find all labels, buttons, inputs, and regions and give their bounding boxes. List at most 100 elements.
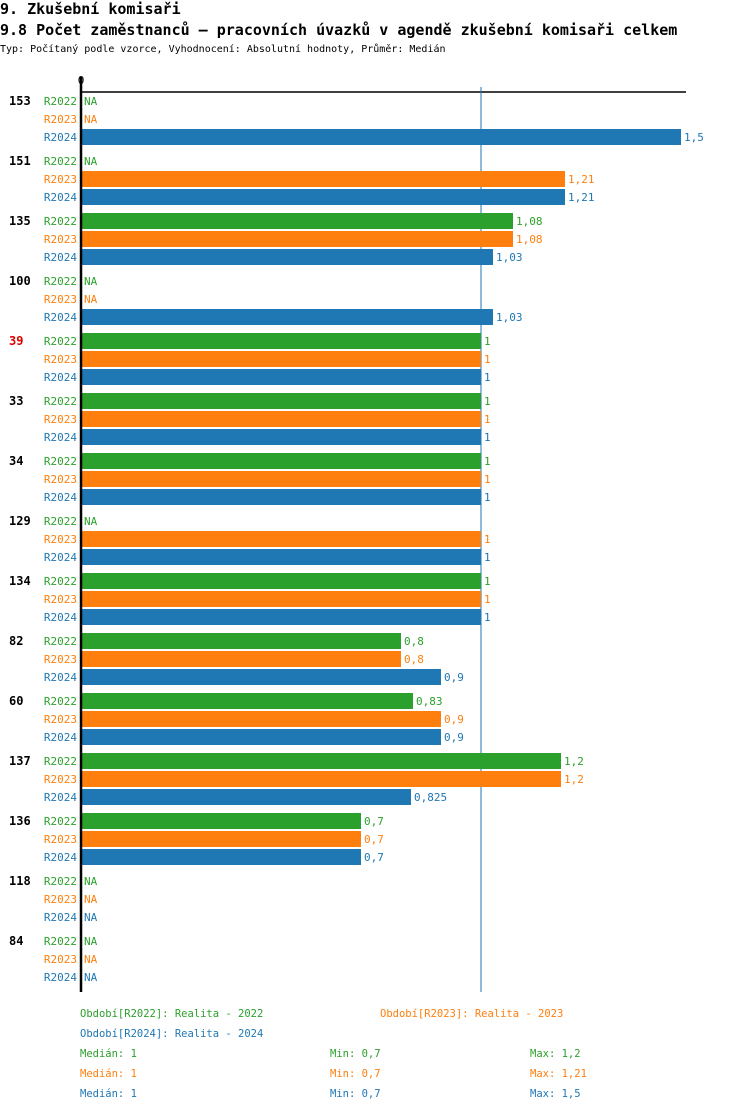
bar (82, 669, 441, 685)
bar (82, 849, 361, 865)
bar-value-label: 0,7 (364, 833, 384, 846)
bar (82, 693, 413, 709)
series-label: R2022 (44, 215, 77, 228)
bar (82, 591, 481, 607)
series-label: R2023 (44, 893, 77, 906)
series-label: R2022 (44, 815, 77, 828)
bar (82, 651, 401, 667)
legend-entry-r2023: Období[R2023]: Realita - 2023 (380, 1008, 564, 1020)
stat-max: Max: 1,5 (530, 1088, 581, 1100)
series-label: R2022 (44, 395, 77, 408)
bar-value-label: 1,2 (564, 773, 584, 786)
series-label: R2024 (44, 671, 77, 684)
series-label: R2024 (44, 311, 77, 324)
bar (82, 531, 481, 547)
series-label: R2022 (44, 695, 77, 708)
bar (82, 453, 481, 469)
bar-value-label: 1 (484, 473, 491, 486)
bar (82, 369, 481, 385)
bar (82, 471, 481, 487)
category-label: 129 (9, 514, 31, 528)
bar-value-label: 1 (484, 395, 491, 408)
series-label: R2023 (44, 233, 77, 246)
series-label: R2024 (44, 431, 77, 444)
series-label: R2023 (44, 473, 77, 486)
series-label: R2022 (44, 95, 77, 108)
bar-value-label: 1 (484, 593, 491, 606)
bar-value-label: 1,21 (568, 191, 595, 204)
bar-value-label: 1 (484, 455, 491, 468)
bar-value-label: 1,08 (516, 233, 543, 246)
bar (82, 393, 481, 409)
bar (82, 771, 561, 787)
category-label: 100 (9, 274, 31, 288)
category-label: 153 (9, 94, 31, 108)
category-label: 82 (9, 634, 23, 648)
series-label: R2024 (44, 791, 77, 804)
bar-value-label: 1,2 (564, 755, 584, 768)
bar (82, 789, 411, 805)
bar (82, 609, 481, 625)
series-label: R2024 (44, 611, 77, 624)
bar-value-label: 0,9 (444, 713, 464, 726)
series-label: R2022 (44, 335, 77, 348)
bar (82, 573, 481, 589)
bar-value-label: 1 (484, 551, 491, 564)
series-label: R2022 (44, 875, 77, 888)
series-label: R2022 (44, 155, 77, 168)
stat-median: Medián: 1 (80, 1088, 137, 1100)
series-label: R2024 (44, 251, 77, 264)
series-label: R2024 (44, 731, 77, 744)
series-label: R2023 (44, 353, 77, 366)
bar (82, 249, 493, 265)
bar-value-label: 0,8 (404, 653, 424, 666)
category-label: 135 (9, 214, 31, 228)
na-label: NA (84, 293, 98, 306)
bar (82, 213, 513, 229)
bar (82, 429, 481, 445)
category-label: 33 (9, 394, 23, 408)
bar-value-label: 1 (484, 413, 491, 426)
bar-value-label: 1 (484, 575, 491, 588)
na-label: NA (84, 893, 98, 906)
bar (82, 171, 565, 187)
bar (82, 831, 361, 847)
bar (82, 189, 565, 205)
bar-value-label: 1 (484, 533, 491, 546)
bar-value-label: 0,9 (444, 731, 464, 744)
stat-median: Medián: 1 (80, 1048, 137, 1060)
bar (82, 351, 481, 367)
bar-value-label: 1,03 (496, 251, 523, 264)
bar-value-label: 1 (484, 491, 491, 504)
series-label: R2022 (44, 755, 77, 768)
chart-title: 9.8 Počet zaměstnanců – pracovních úvazk… (0, 21, 678, 39)
bar (82, 309, 493, 325)
na-label: NA (84, 95, 98, 108)
na-label: NA (84, 971, 98, 984)
bar (82, 711, 441, 727)
category-label: 118 (9, 874, 31, 888)
series-label: R2024 (44, 131, 77, 144)
bar (82, 753, 561, 769)
series-label: R2022 (44, 515, 77, 528)
bar (82, 633, 401, 649)
na-label: NA (84, 113, 98, 126)
bar (82, 489, 481, 505)
bar-value-label: 0,825 (414, 791, 447, 804)
bar (82, 411, 481, 427)
stat-max: Max: 1,2 (530, 1048, 581, 1060)
bar-value-label: 1 (484, 353, 491, 366)
na-label: NA (84, 935, 98, 948)
series-label: R2023 (44, 953, 77, 966)
bar-value-label: 1 (484, 371, 491, 384)
bar (82, 231, 513, 247)
bar-value-label: 0,8 (404, 635, 424, 648)
bar (82, 333, 481, 349)
na-label: NA (84, 515, 98, 528)
category-label: 134 (9, 574, 31, 588)
chart-subtitle: Typ: Počítaný podle vzorce, Vyhodnocení:… (0, 44, 446, 55)
stat-min: Min: 0,7 (330, 1088, 381, 1100)
bar-value-label: 1 (484, 611, 491, 624)
series-label: R2023 (44, 833, 77, 846)
na-label: NA (84, 953, 98, 966)
